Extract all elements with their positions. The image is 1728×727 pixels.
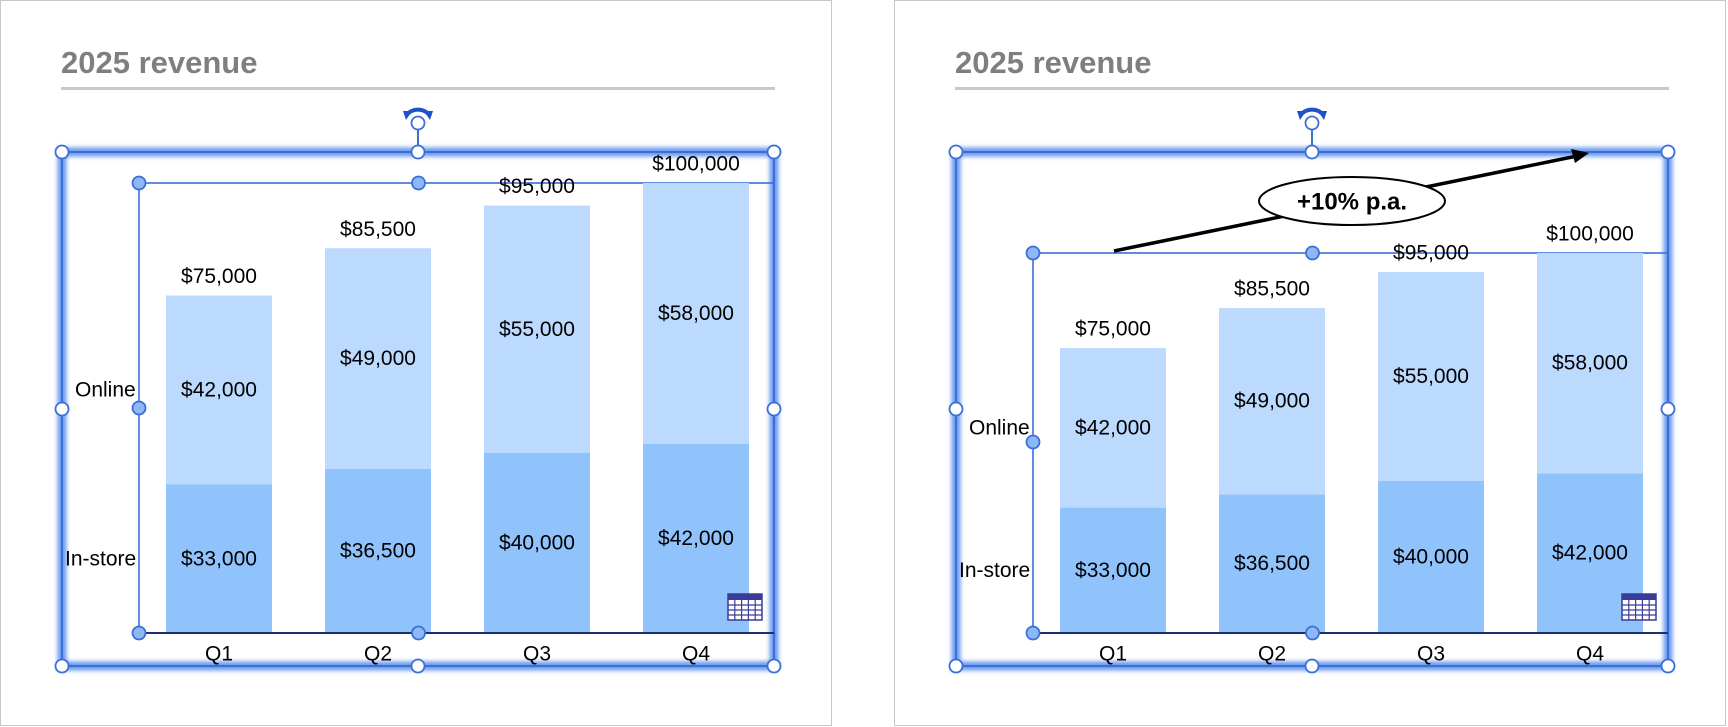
data-label: $40,000 [1393, 546, 1469, 569]
data-label: $42,000 [1075, 416, 1151, 439]
x-tick-label: Q4 [1576, 643, 1604, 666]
x-tick-label: Q1 [1099, 643, 1127, 666]
resize-handle-nw[interactable] [54, 144, 70, 160]
plot-resize-handle[interactable] [1025, 245, 1041, 261]
legend-label-in-store: In-store [65, 547, 136, 570]
bar-online-q1[interactable] [166, 295, 272, 485]
data-label: $55,000 [1393, 365, 1469, 388]
selection-handles[interactable] [54, 144, 782, 674]
chart-stacked-bar[interactable]: $33,000 $42,000 $75,000 Q1 $36,500 $49,000 $85… [895, 1, 1727, 727]
x-tick-label: Q4 [682, 643, 710, 666]
rotate-handle-icon[interactable] [1297, 107, 1327, 145]
rotate-handle-icon[interactable] [403, 107, 433, 145]
plot-resize-handle[interactable] [131, 400, 147, 416]
bar-online-q4[interactable] [1537, 253, 1643, 474]
x-tick-label: Q2 [364, 643, 392, 666]
resize-handle-se[interactable] [766, 658, 782, 674]
bar-in-store-q2[interactable] [325, 468, 431, 633]
plot-resize-handle[interactable] [411, 175, 426, 191]
datasheet-icon[interactable] [1621, 593, 1657, 621]
total-label: $85,500 [340, 218, 416, 241]
data-label: $33,000 [1075, 559, 1151, 582]
datasheet-icon[interactable] [727, 593, 763, 621]
bar-in-store-q1[interactable] [166, 484, 272, 634]
x-tick-label: Q1 [205, 643, 233, 666]
bar-in-store-q3[interactable] [484, 453, 590, 633]
data-label: $58,000 [658, 302, 734, 325]
data-label: $42,000 [1552, 542, 1628, 565]
data-label: $42,000 [181, 379, 257, 402]
data-label: $42,000 [658, 527, 734, 550]
data-label: $33,000 [181, 547, 257, 570]
data-label: $58,000 [1552, 352, 1628, 375]
plot-resize-handle[interactable] [411, 625, 426, 641]
plot-resize-handle[interactable] [1305, 625, 1320, 641]
title-divider [61, 87, 775, 90]
resize-handle-w[interactable] [54, 401, 70, 417]
resize-handle-s[interactable] [410, 658, 426, 674]
slide-left[interactable]: 2025 revenue $33,000 $42,000 $75,000 Q1 $36,… [0, 0, 832, 726]
bar-in-store-q3[interactable] [1378, 481, 1484, 633]
bar-online-q2[interactable] [1219, 308, 1325, 495]
chart-stacked-bar[interactable]: $33,000 $42,000 $75,000 Q1 $36,500 $49,000 $85… [1, 1, 833, 727]
resize-handle-sw[interactable] [948, 658, 964, 674]
annotation-arrow-head [1571, 149, 1589, 163]
growth-annotation[interactable]: +10% p.a. [1113, 149, 1589, 253]
selection-handles[interactable] [948, 144, 1676, 674]
total-label: $100,000 [652, 153, 740, 176]
bar-in-store-q2[interactable] [1219, 494, 1325, 633]
plot-resize-handle[interactable] [1025, 625, 1041, 641]
legend-label-in-store: In-store [959, 559, 1030, 582]
slide-right[interactable]: 2025 revenue $33,000 $42,000 $75,000 Q1 $36,… [894, 0, 1726, 726]
data-label: $36,500 [1234, 552, 1310, 575]
data-label: $36,500 [340, 539, 416, 562]
legend-label-online: Online [969, 416, 1030, 439]
total-label: $95,000 [499, 175, 575, 198]
resize-handle-ne[interactable] [766, 144, 782, 160]
annotation-bubble[interactable] [1258, 176, 1446, 226]
data-label: $49,000 [1234, 390, 1310, 413]
total-label: $100,000 [1546, 223, 1634, 246]
data-label: $55,000 [499, 318, 575, 341]
slide-title[interactable]: 2025 revenue [955, 45, 1152, 80]
plot-resize-handle[interactable] [1305, 245, 1320, 261]
resize-handle-e[interactable] [1660, 401, 1676, 417]
legend-label-online: Online [75, 379, 136, 402]
resize-handle-ne[interactable] [1660, 144, 1676, 160]
bar-online-q1[interactable] [1060, 348, 1166, 508]
bar-online-q3[interactable] [484, 205, 590, 454]
resize-handle-nw[interactable] [948, 144, 964, 160]
bar-in-store-q1[interactable] [1060, 507, 1166, 633]
bar-online-q2[interactable] [325, 248, 431, 469]
plot-resize-handle[interactable] [131, 625, 147, 641]
resize-handle-w[interactable] [948, 401, 964, 417]
bar-online-q4[interactable] [643, 183, 749, 444]
x-tick-label: Q2 [1258, 643, 1286, 666]
total-label: $95,000 [1393, 242, 1469, 265]
x-tick-label: Q3 [1417, 643, 1445, 666]
plot-resize-handle[interactable] [131, 175, 147, 191]
title-divider [955, 87, 1669, 90]
resize-handle-e[interactable] [766, 401, 782, 417]
resize-handle-n[interactable] [410, 144, 426, 160]
annotation-text: +10% p.a. [1297, 189, 1407, 216]
plot-resize-handle[interactable] [1025, 434, 1041, 450]
resize-handle-n[interactable] [1304, 144, 1320, 160]
resize-handle-sw[interactable] [54, 658, 70, 674]
resize-handle-se[interactable] [1660, 658, 1676, 674]
total-label: $75,000 [1075, 318, 1151, 341]
x-tick-label: Q3 [523, 643, 551, 666]
data-label: $40,000 [499, 532, 575, 555]
data-label: $49,000 [340, 347, 416, 370]
total-label: $85,500 [1234, 278, 1310, 301]
slide-title[interactable]: 2025 revenue [61, 45, 258, 80]
total-label: $75,000 [181, 265, 257, 288]
resize-handle-s[interactable] [1304, 658, 1320, 674]
bar-online-q3[interactable] [1378, 272, 1484, 481]
